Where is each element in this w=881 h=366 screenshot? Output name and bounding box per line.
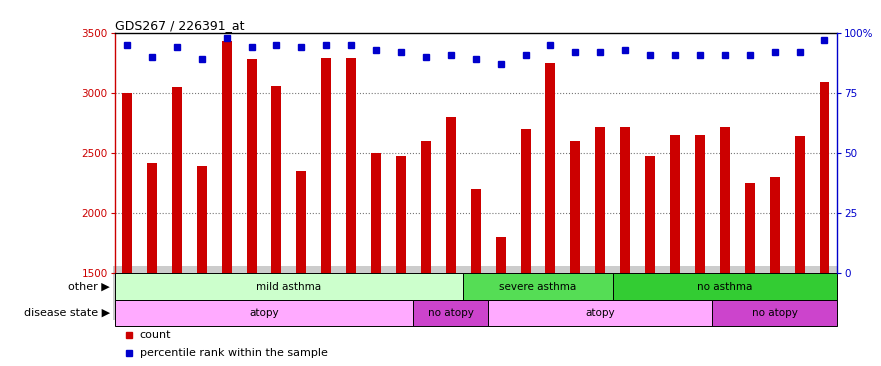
Bar xyxy=(770,177,780,273)
Bar xyxy=(446,117,455,273)
Text: atopy: atopy xyxy=(249,308,278,318)
Bar xyxy=(744,183,755,273)
Text: no atopy: no atopy xyxy=(751,308,797,318)
Bar xyxy=(613,273,837,300)
Bar xyxy=(115,300,413,326)
Bar xyxy=(645,156,655,273)
Bar xyxy=(521,129,530,273)
Bar xyxy=(720,127,729,273)
Bar xyxy=(222,41,232,273)
Text: no asthma: no asthma xyxy=(697,281,752,292)
Bar xyxy=(488,300,713,326)
Bar xyxy=(296,171,307,273)
Bar xyxy=(620,127,630,273)
Bar xyxy=(396,156,406,273)
Text: GDS267 / 226391_at: GDS267 / 226391_at xyxy=(115,19,244,32)
Bar xyxy=(670,135,680,273)
Text: severe asthma: severe asthma xyxy=(500,281,577,292)
Bar xyxy=(570,141,581,273)
Text: disease state ▶: disease state ▶ xyxy=(24,308,110,318)
Bar xyxy=(147,163,157,273)
Text: atopy: atopy xyxy=(586,308,615,318)
Bar xyxy=(247,59,256,273)
Bar xyxy=(122,93,132,273)
Text: no atopy: no atopy xyxy=(428,308,474,318)
Bar xyxy=(346,58,356,273)
Bar xyxy=(196,167,207,273)
Text: percentile rank within the sample: percentile rank within the sample xyxy=(140,348,328,358)
Text: mild asthma: mild asthma xyxy=(256,281,322,292)
Bar xyxy=(115,273,463,300)
Bar xyxy=(470,189,481,273)
Bar xyxy=(172,87,181,273)
Bar xyxy=(545,63,555,273)
Bar xyxy=(496,237,506,273)
Bar xyxy=(371,153,381,273)
Text: count: count xyxy=(140,330,171,340)
Bar xyxy=(271,86,281,273)
Bar xyxy=(413,300,488,326)
Bar xyxy=(713,300,837,326)
Bar xyxy=(463,273,613,300)
Bar xyxy=(596,127,605,273)
Bar xyxy=(421,141,431,273)
Bar xyxy=(819,82,830,273)
Bar xyxy=(322,58,331,273)
Bar xyxy=(795,136,804,273)
Bar xyxy=(695,135,705,273)
Text: other ▶: other ▶ xyxy=(69,281,110,292)
